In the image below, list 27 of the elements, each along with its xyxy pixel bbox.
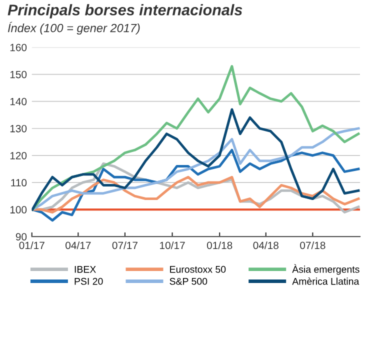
y-tick-label: 120 xyxy=(10,152,27,160)
x-tick-label: 01/18 xyxy=(206,241,232,250)
y-tick-label: 160 xyxy=(10,44,27,52)
y-tick-label: 100 xyxy=(10,206,27,214)
y-tick-label: 90 xyxy=(16,233,27,240)
line-series xyxy=(32,127,360,211)
x-tick-label: 07/18 xyxy=(300,241,326,250)
x-tick-label: 04/17 xyxy=(66,241,91,250)
legend-label: S&P 500 xyxy=(170,278,208,285)
x-tick-label: 01/17 xyxy=(19,241,44,250)
x-tick-label: 07/17 xyxy=(112,241,138,250)
x-tick-label: 10/17 xyxy=(160,241,185,250)
legend-label: PSI 20 xyxy=(74,278,103,285)
y-tick-label: 150 xyxy=(10,70,27,78)
chart-title: Principals borses internacionals xyxy=(8,4,242,18)
line-series xyxy=(32,176,360,214)
y-tick-label: 130 xyxy=(10,124,27,132)
x-tick-label: 04/18 xyxy=(253,241,278,250)
y-tick-label: 140 xyxy=(10,98,27,106)
chart-subtitle: Índex (100 = gener 2017) xyxy=(8,22,140,35)
line-series xyxy=(32,65,360,211)
legend-label: IBEX xyxy=(74,266,96,273)
y-tick-label: 110 xyxy=(11,179,27,186)
legend-label: Amèrica Llatina xyxy=(292,278,360,285)
line-series xyxy=(32,108,360,211)
legend-label: Àsia emergents xyxy=(292,264,360,275)
legend-label: Eurostoxx 50 xyxy=(170,266,226,273)
